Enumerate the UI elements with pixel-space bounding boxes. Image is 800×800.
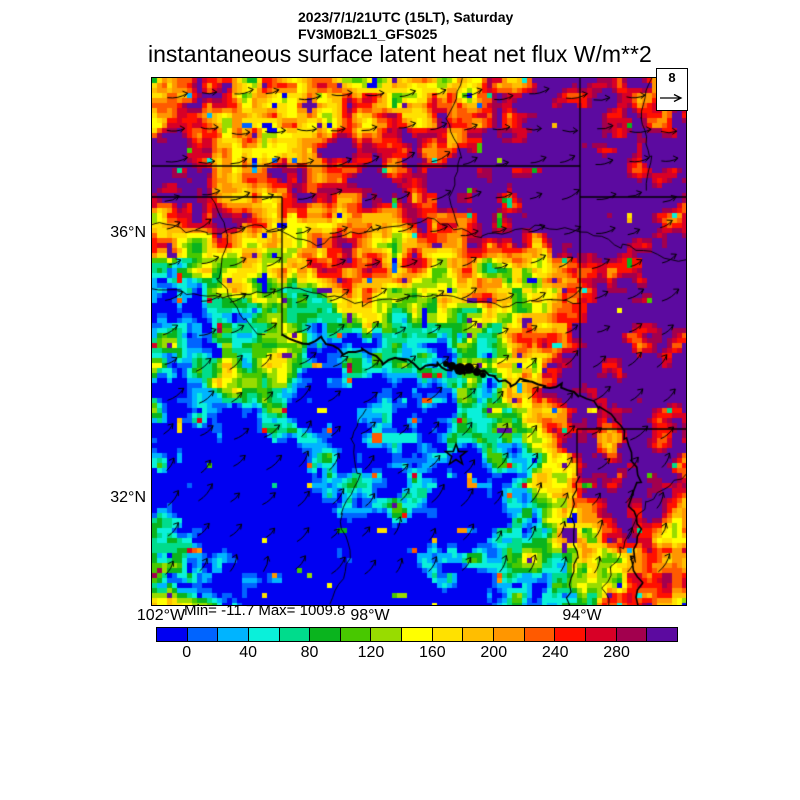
lat-tick-label-36n: 36°N (110, 224, 146, 241)
colorbar-segment (156, 627, 188, 642)
field-min-max-stats: Min= -11.7 Max= 1009.8 (184, 602, 346, 619)
colorbar-segment (371, 627, 403, 642)
map-area: 8 (151, 68, 688, 606)
reference-arrow-icon (660, 93, 683, 103)
colorbar-segment (524, 627, 556, 642)
colorbar-tick-labels: 0 40 80 120 160 200 240 280 (156, 644, 678, 664)
colorbar-tick-label: 280 (603, 644, 630, 661)
lon-tick-label-94w: 94°W (562, 607, 602, 624)
colorbar-segment (432, 627, 464, 642)
colorbar-segment (647, 627, 678, 642)
colorbar-segment (555, 627, 586, 642)
colorbar-segment (248, 627, 280, 642)
colorbar-tick-label: 240 (541, 644, 569, 661)
colorbar-segment (279, 627, 311, 642)
colorbar-tick-label: 120 (357, 644, 385, 661)
lat-tick-label-32n: 32°N (110, 489, 146, 506)
colorbar-tick-label: 40 (239, 644, 257, 661)
colorbar-tick-label: 160 (418, 644, 446, 661)
heatmap-canvas (152, 78, 686, 605)
colorbar-segment (402, 627, 433, 642)
colorbar-segment (310, 627, 341, 642)
colorbar-segment (218, 627, 249, 642)
colorbar-tick-label: 200 (480, 644, 508, 661)
colorbar-segment (585, 627, 617, 642)
lon-tick-label-98w: 98°W (350, 607, 390, 624)
colorbar-tick-label: 0 (182, 644, 192, 661)
colorbar-segment (187, 627, 219, 642)
colorbar-segment (616, 627, 648, 642)
lon-tick-label-102w: 102°W (136, 607, 186, 624)
colorbar-segment (494, 627, 525, 642)
plot-model-run: FV3M0B2L1_GFS025 (298, 26, 438, 42)
colorbar-tick-label: 80 (300, 644, 319, 661)
plot-variable-title: instantaneous surface latent heat net fl… (148, 41, 652, 67)
wind-vector-reference-box: 8 (656, 68, 688, 111)
colorbar-segment (340, 627, 372, 642)
colorbar-segment (463, 627, 495, 642)
plot-datetime: 2023/7/1/21UTC (15LT), Saturday (298, 9, 514, 25)
colorbar (156, 627, 678, 642)
wind-vector-reference-value: 8 (668, 70, 676, 85)
